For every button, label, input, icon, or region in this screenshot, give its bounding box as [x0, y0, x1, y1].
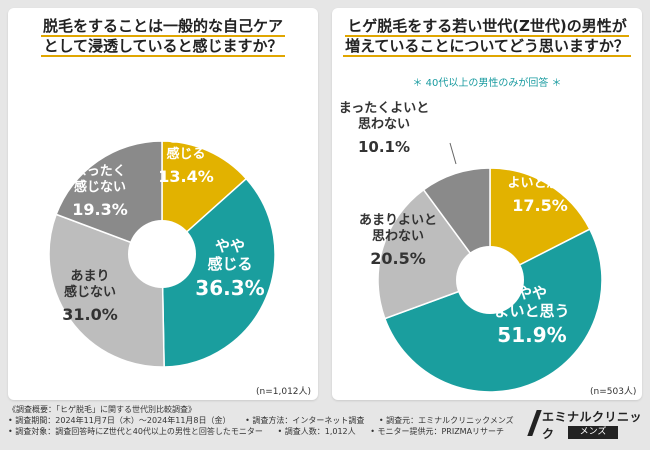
left-title-line2: として浸透していると感じますか？ — [41, 37, 285, 57]
right-label-line1-4: まったくよいと — [339, 101, 429, 116]
right-label-line2-4: 思わない — [358, 117, 410, 132]
left-label-line2-4: 感じない — [74, 179, 126, 195]
footer-row-1: 《調査概要：「ヒゲ脱毛」に関する世代別比較調査》 — [8, 404, 528, 415]
left-label-pct-3: 31.0% — [62, 305, 118, 324]
right-label-pct-4: 10.1% — [358, 138, 410, 156]
left-label-line1-3: あまり — [70, 269, 109, 284]
left-slice-1 — [161, 140, 248, 256]
footer-provider: • モニター提供元：PRIZMAリサーチ — [370, 427, 505, 436]
footer-target: • 調査対象：調査回答時にZ世代と40代以上の男性と回答したモニター — [8, 427, 263, 436]
left-question-title: 脱毛をすることは一般的な自己ケア として浸透していると感じますか？ — [8, 16, 318, 57]
left-slice-4 — [55, 140, 163, 256]
right-label-pct-1: 17.5% — [512, 196, 568, 215]
right-question-title: ヒゲ脱毛をする若い世代(Z世代)の男性が 増えていることについてどう思いますか？ — [332, 16, 642, 57]
left-sample-size: (n=1,012人) — [256, 387, 312, 397]
logo-mark-icon — [527, 410, 542, 436]
right-label-line1-3: あまりよいと — [359, 213, 437, 228]
left-chart-panel: 脱毛をすることは一般的な自己ケア として浸透していると感じますか？ とても 感じる… — [8, 8, 318, 400]
left-label-line1-2: やや — [215, 237, 245, 255]
right-label-pct-3: 20.5% — [370, 249, 426, 268]
footer-row-2: • 調査期間：2024年11月7日（木）〜2024年11月8日（金） • 調査方… — [8, 415, 528, 426]
left-label-pct-4: 19.3% — [72, 200, 128, 219]
left-donut-hole — [128, 220, 196, 288]
footer-survey-title: 《調査概要：「ヒゲ脱毛」に関する世代別比較調査》 — [8, 405, 196, 414]
left-label-pct-1: 13.4% — [158, 167, 214, 186]
right-label-line2-3: 思わない — [372, 229, 424, 244]
footer-period: • 調査期間：2024年11月7日（木）〜2024年11月8日（金） — [8, 416, 231, 425]
left-label-line1-4: まったく — [74, 164, 125, 179]
left-slice-2 — [161, 177, 276, 368]
left-label-line2-3: 感じない — [64, 284, 116, 300]
right-donut-hole — [456, 246, 524, 314]
right-label-line1-2: やや — [517, 284, 547, 302]
footer-row-3: • 調査対象：調査回答時にZ世代と40代以上の男性と回答したモニター • 調査人… — [8, 426, 528, 437]
left-label-pct-2: 36.3% — [195, 276, 264, 300]
right-donut-chart: とてもよいと思う17.5%ややよいと思う51.9%あまりよいと思わない20.5%… — [339, 101, 603, 393]
right-title-line2: 増えていることについてどう思いますか？ — [343, 37, 631, 57]
left-label-line2-1: 感じる — [166, 146, 205, 162]
right-label-line2-2: よいと思う — [494, 302, 569, 320]
survey-footer: 《調査概要：「ヒゲ脱毛」に関する世代別比較調査》 • 調査期間：2024年11月… — [8, 404, 528, 437]
left-label-line1-1: とても — [167, 131, 205, 146]
clinic-logo: エミナルクリニック メンズ — [527, 404, 643, 444]
footer-method: • 調査方法：インターネット調査 — [245, 416, 365, 425]
right-label-pct-2: 51.9% — [497, 323, 566, 347]
respondent-note: ＊ 40代以上の男性のみが回答 ＊ — [412, 78, 562, 89]
left-donut-chart: とても感じる13.4%やや感じる36.3%あまり感じない31.0%まったく感じな… — [48, 131, 276, 368]
right-title-line1: ヒゲ脱毛をする若い世代(Z世代)の男性が — [345, 17, 629, 37]
right-chart-panel: ヒゲ脱毛をする若い世代(Z世代)の男性が 増えていることについてどう思いますか？… — [332, 8, 642, 400]
right-slice-1 — [489, 167, 591, 282]
footer-source: • 調査元：エミナルクリニックメンズ — [378, 416, 514, 425]
right-sample-size: (n=503人) — [590, 387, 637, 397]
right-label-line2-1: よいと思う — [507, 176, 572, 191]
logo-main-text: エミナルクリニック — [542, 410, 643, 441]
right-leader-line — [449, 142, 457, 165]
left-title-line1: 脱毛をすることは一般的な自己ケア — [40, 17, 285, 37]
logo-sub-text: メンズ — [568, 426, 618, 439]
right-label-line1-1: とても — [521, 160, 559, 175]
footer-count: • 調査人数：1,012人 — [277, 427, 356, 436]
left-label-line2-2: 感じる — [207, 255, 252, 273]
